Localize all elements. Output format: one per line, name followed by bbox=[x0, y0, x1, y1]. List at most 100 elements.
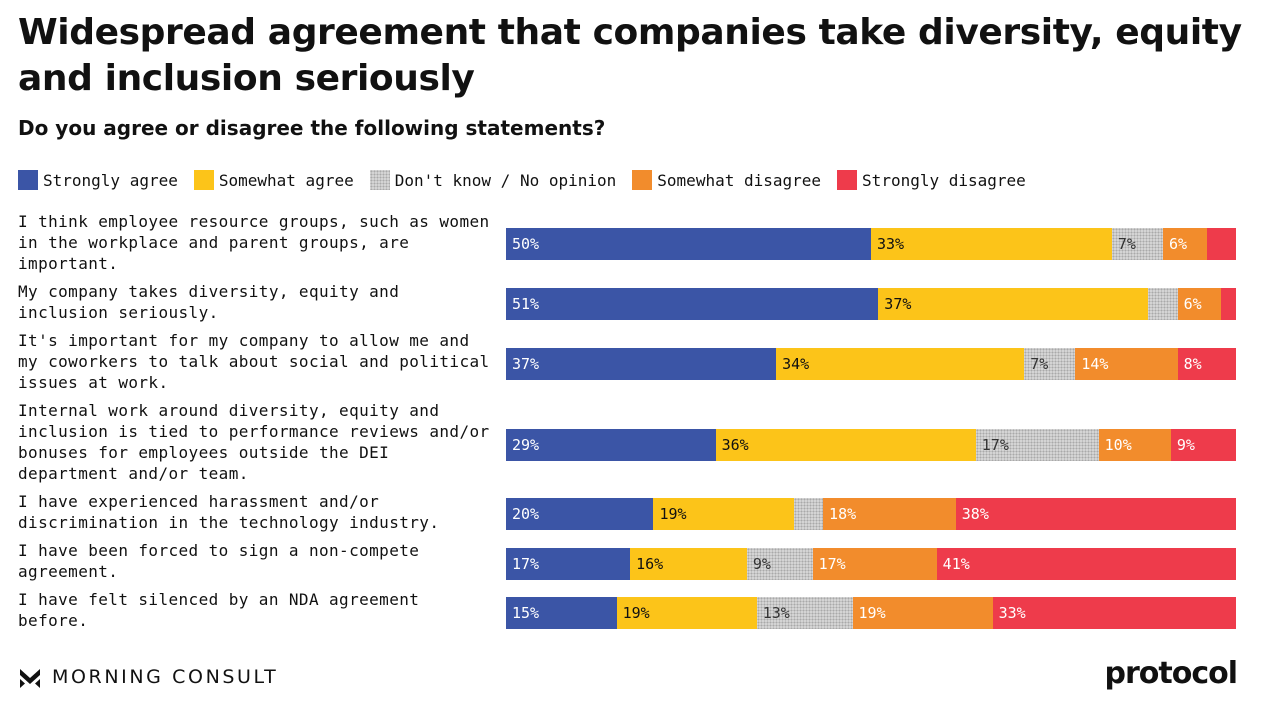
bar-segment-strongly-disagree: 8% bbox=[1177, 348, 1236, 380]
bar-segment-strongly-agree: 15% bbox=[506, 597, 617, 629]
row-label: My company takes diversity, equity and i… bbox=[18, 282, 400, 322]
data-label: 18% bbox=[829, 505, 857, 523]
stacked-bar: 15% 19% 13% 19% 33% bbox=[506, 597, 1236, 629]
row-label: It's important for my company to allow m… bbox=[18, 331, 490, 392]
legend-label: Don't know / No opinion bbox=[394, 170, 617, 190]
legend-item-somewhat-agree: Somewhat agree bbox=[193, 170, 354, 190]
bar-segment-somewhat-agree: 16% bbox=[630, 548, 747, 580]
bar-segment-strongly-disagree: 33% bbox=[992, 597, 1236, 629]
data-label: 51% bbox=[512, 295, 540, 313]
legend-item-strongly-agree: Strongly agree bbox=[18, 170, 178, 190]
row-label: I have experienced harassment and/or dis… bbox=[18, 492, 440, 532]
bar-segment-strongly-agree: 50% bbox=[506, 228, 871, 260]
legend-item-somewhat-disagree: Somewhat disagree bbox=[632, 170, 821, 190]
data-label: 50% bbox=[512, 235, 540, 253]
bar-segment-somewhat-disagree: 6% bbox=[1162, 228, 1207, 260]
row-label: I think employee resource groups, such a… bbox=[18, 212, 490, 273]
bar-segment-somewhat-disagree: 19% bbox=[852, 597, 993, 629]
bar-segment-strongly-disagree: 41% bbox=[936, 548, 1236, 580]
data-label: 6% bbox=[1183, 295, 1202, 313]
bar-segment-somewhat-disagree: 10% bbox=[1098, 429, 1171, 461]
bar-segment-somewhat-disagree: 17% bbox=[812, 548, 937, 580]
data-label: 17% bbox=[981, 436, 1009, 454]
data-label: 38% bbox=[961, 505, 989, 523]
stacked-bar: 29% 36% 17% 10% 9% bbox=[506, 429, 1236, 461]
stacked-bar: 50% 33% 7% 6% bbox=[506, 228, 1236, 260]
data-label: 19% bbox=[622, 604, 650, 622]
morning-consult-mark-icon bbox=[20, 669, 40, 688]
chart-title: Widespread agreement that companies take… bbox=[18, 12, 1242, 99]
data-label: 6% bbox=[1168, 235, 1188, 253]
data-label: 37% bbox=[512, 355, 540, 373]
row-label: I have felt silenced by an NDA agreement… bbox=[18, 590, 420, 630]
data-label: 29% bbox=[512, 436, 540, 454]
data-label: 19% bbox=[858, 604, 886, 622]
bar-segment-don-t-know-no-opinion bbox=[793, 498, 824, 530]
bar-segment-don-t-know-no-opinion: 17% bbox=[975, 429, 1099, 461]
stacked-bar: 37% 34% 7% 14% 8% bbox=[506, 348, 1236, 380]
row-label: I have been forced to sign a non-compete… bbox=[18, 541, 420, 581]
bar-segment-strongly-agree: 29% bbox=[506, 429, 716, 461]
data-label: 20% bbox=[512, 505, 540, 523]
bar-segment-strongly-agree: 51% bbox=[506, 288, 879, 320]
data-label: 19% bbox=[659, 505, 687, 523]
legend-label: Somewhat agree bbox=[218, 170, 354, 190]
bar-segment-don-t-know-no-opinion: 9% bbox=[746, 548, 813, 580]
legend-swatch bbox=[18, 170, 38, 190]
chart-subtitle: Do you agree or disagree the following s… bbox=[18, 116, 606, 140]
data-label: 17% bbox=[512, 555, 540, 573]
bar-segment-don-t-know-no-opinion: 7% bbox=[1111, 228, 1163, 260]
bar-segment-don-t-know-no-opinion: 13% bbox=[756, 597, 853, 629]
bar-segment-don-t-know-no-opinion: 7% bbox=[1024, 348, 1076, 380]
data-label: 37% bbox=[884, 295, 912, 313]
bar-segment-somewhat-agree: 19% bbox=[653, 498, 794, 530]
bar-segment-strongly-agree: 37% bbox=[506, 348, 777, 380]
stacked-bar: 51% 37% 6% bbox=[506, 288, 1236, 320]
bar-segment-somewhat-agree: 34% bbox=[776, 348, 1025, 380]
morning-consult-logo: MORNING CONSULT bbox=[18, 666, 278, 688]
data-label: 16% bbox=[636, 555, 664, 573]
row-label: Internal work around diversity, equity a… bbox=[18, 401, 490, 483]
bar-segment-strongly-agree: 17% bbox=[506, 548, 631, 580]
protocol-logo: protocol bbox=[1104, 656, 1238, 691]
legend-swatch bbox=[193, 170, 214, 190]
data-label: 7% bbox=[1117, 235, 1136, 253]
bar-segment-don-t-know-no-opinion bbox=[1148, 288, 1178, 320]
data-label: 13% bbox=[762, 604, 790, 622]
bar-segment-strongly-agree: 20% bbox=[506, 498, 654, 530]
data-label: 10% bbox=[1104, 436, 1132, 454]
data-label: 7% bbox=[1030, 355, 1049, 373]
bar-segment-somewhat-agree: 36% bbox=[715, 429, 976, 461]
bar-segment-strongly-disagree: 38% bbox=[955, 498, 1236, 530]
bar-segment-somewhat-disagree: 18% bbox=[823, 498, 956, 530]
bar-segment-somewhat-disagree: 6% bbox=[1177, 288, 1222, 320]
data-label: 34% bbox=[782, 355, 810, 373]
legend-item-strongly-disagree: Strongly disagree bbox=[837, 170, 1026, 190]
data-label: 33% bbox=[877, 235, 905, 253]
bar-segment-somewhat-agree: 19% bbox=[616, 597, 757, 629]
data-label: 14% bbox=[1081, 355, 1109, 373]
data-label: 15% bbox=[512, 604, 540, 622]
legend-item-don-t-know-no-opinion: Don't know / No opinion bbox=[369, 170, 617, 190]
data-label: 33% bbox=[998, 604, 1026, 622]
data-label: 9% bbox=[1176, 436, 1195, 454]
bar-segment-somewhat-agree: 37% bbox=[878, 288, 1149, 320]
data-label: 9% bbox=[752, 555, 771, 573]
legend-swatch bbox=[632, 170, 653, 190]
legend: Strongly agree Somewhat agree Don't know /… bbox=[18, 168, 1042, 192]
legend-label: Somewhat disagree bbox=[657, 170, 822, 190]
data-label: 41% bbox=[942, 555, 970, 573]
morning-consult-wordmark: MORNING CONSULT bbox=[52, 666, 279, 688]
legend-swatch bbox=[369, 170, 390, 190]
data-label: 36% bbox=[721, 436, 749, 454]
stacked-bar: 20% 19% 18% 38% bbox=[506, 498, 1236, 530]
bar-segment-strongly-disagree bbox=[1221, 288, 1236, 320]
legend-swatch bbox=[837, 170, 858, 190]
data-label: 8% bbox=[1183, 355, 1202, 373]
stacked-bar: 17% 16% 9% 17% 41% bbox=[506, 548, 1236, 580]
legend-label: Strongly disagree bbox=[862, 170, 1026, 190]
bar-segment-strongly-disagree: 9% bbox=[1170, 429, 1236, 461]
data-label: 17% bbox=[818, 555, 846, 573]
bar-segment-somewhat-agree: 33% bbox=[871, 228, 1112, 260]
bar-segment-strongly-disagree bbox=[1206, 228, 1236, 260]
